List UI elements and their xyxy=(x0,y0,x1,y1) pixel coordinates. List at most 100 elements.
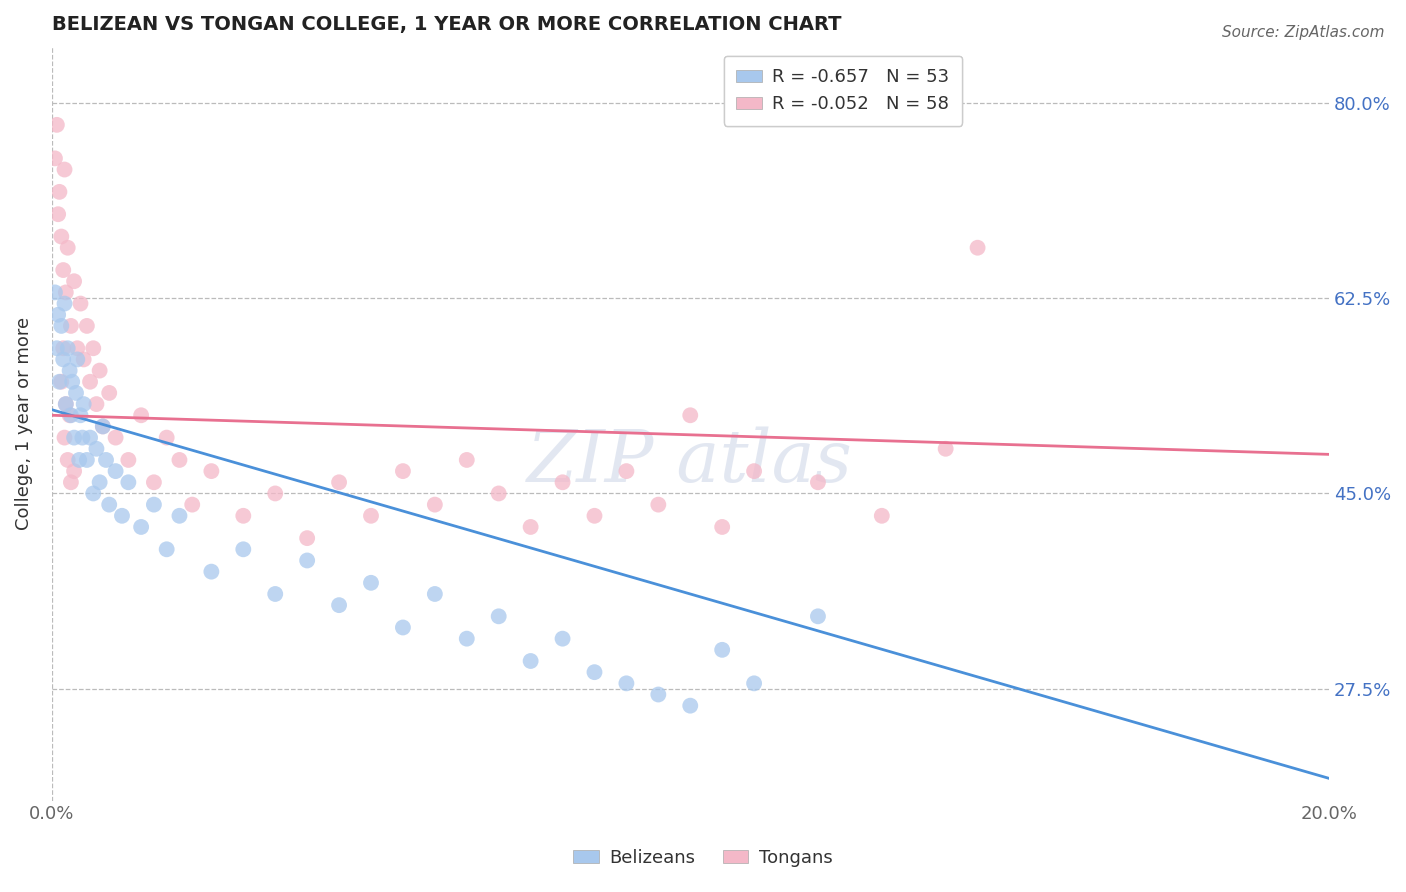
Point xyxy=(69,409,91,423)
Point xyxy=(966,241,988,255)
Point xyxy=(46,308,69,322)
Point xyxy=(551,632,574,646)
Point xyxy=(91,419,114,434)
Point xyxy=(456,453,478,467)
Point xyxy=(935,442,957,456)
Point xyxy=(63,274,86,288)
Point xyxy=(65,386,87,401)
Point xyxy=(52,352,75,367)
Point xyxy=(55,285,77,300)
Point xyxy=(59,409,82,423)
Point xyxy=(73,397,96,411)
Point xyxy=(807,609,830,624)
Point xyxy=(63,431,86,445)
Point xyxy=(76,318,98,333)
Point xyxy=(295,553,318,567)
Point xyxy=(456,632,478,646)
Point xyxy=(48,185,70,199)
Point xyxy=(742,464,765,478)
Point xyxy=(59,318,82,333)
Legend: Belizeans, Tongans: Belizeans, Tongans xyxy=(567,842,839,874)
Point xyxy=(44,285,66,300)
Point xyxy=(142,498,165,512)
Point xyxy=(45,341,67,355)
Point xyxy=(711,520,734,534)
Point xyxy=(583,508,606,523)
Point xyxy=(392,620,415,634)
Point xyxy=(328,475,350,490)
Point xyxy=(86,397,108,411)
Point xyxy=(56,341,79,355)
Point xyxy=(583,665,606,680)
Point xyxy=(52,263,75,277)
Point xyxy=(156,431,179,445)
Point xyxy=(79,375,101,389)
Point xyxy=(742,676,765,690)
Point xyxy=(488,609,510,624)
Point xyxy=(89,475,111,490)
Point xyxy=(169,508,191,523)
Legend: R = -0.657   N = 53, R = -0.052   N = 58: R = -0.657 N = 53, R = -0.052 N = 58 xyxy=(724,55,962,126)
Point xyxy=(91,419,114,434)
Point xyxy=(51,318,73,333)
Point xyxy=(59,363,82,377)
Point xyxy=(56,241,79,255)
Point xyxy=(360,575,382,590)
Point xyxy=(73,352,96,367)
Point xyxy=(488,486,510,500)
Point xyxy=(360,508,382,523)
Point xyxy=(98,386,121,401)
Point xyxy=(53,296,76,310)
Point xyxy=(82,341,104,355)
Point xyxy=(51,375,73,389)
Point xyxy=(94,453,117,467)
Point xyxy=(55,397,77,411)
Point xyxy=(295,531,318,545)
Point xyxy=(104,464,127,478)
Point xyxy=(59,475,82,490)
Point xyxy=(63,464,86,478)
Point xyxy=(200,565,222,579)
Point xyxy=(53,431,76,445)
Point xyxy=(264,486,287,500)
Point xyxy=(66,341,89,355)
Point xyxy=(423,498,446,512)
Point xyxy=(679,409,702,423)
Point xyxy=(46,207,69,221)
Point xyxy=(53,162,76,177)
Point xyxy=(56,453,79,467)
Point xyxy=(98,498,121,512)
Point xyxy=(66,352,89,367)
Point xyxy=(200,464,222,478)
Text: ZIP atlas: ZIP atlas xyxy=(527,426,853,497)
Point xyxy=(67,453,90,467)
Point xyxy=(86,442,108,456)
Point xyxy=(519,654,541,668)
Point xyxy=(181,498,204,512)
Point xyxy=(72,431,94,445)
Point xyxy=(52,341,75,355)
Point xyxy=(59,409,82,423)
Point xyxy=(647,498,669,512)
Point xyxy=(679,698,702,713)
Point xyxy=(79,431,101,445)
Point xyxy=(117,475,139,490)
Point xyxy=(142,475,165,490)
Point xyxy=(51,229,73,244)
Point xyxy=(264,587,287,601)
Point xyxy=(111,508,134,523)
Point xyxy=(870,508,893,523)
Point xyxy=(44,152,66,166)
Point xyxy=(156,542,179,557)
Point xyxy=(392,464,415,478)
Point xyxy=(55,397,77,411)
Point xyxy=(129,520,152,534)
Point xyxy=(551,475,574,490)
Point xyxy=(807,475,830,490)
Point xyxy=(616,676,638,690)
Point xyxy=(104,431,127,445)
Y-axis label: College, 1 year or more: College, 1 year or more xyxy=(15,317,32,530)
Point xyxy=(69,296,91,310)
Point xyxy=(328,598,350,612)
Point xyxy=(117,453,139,467)
